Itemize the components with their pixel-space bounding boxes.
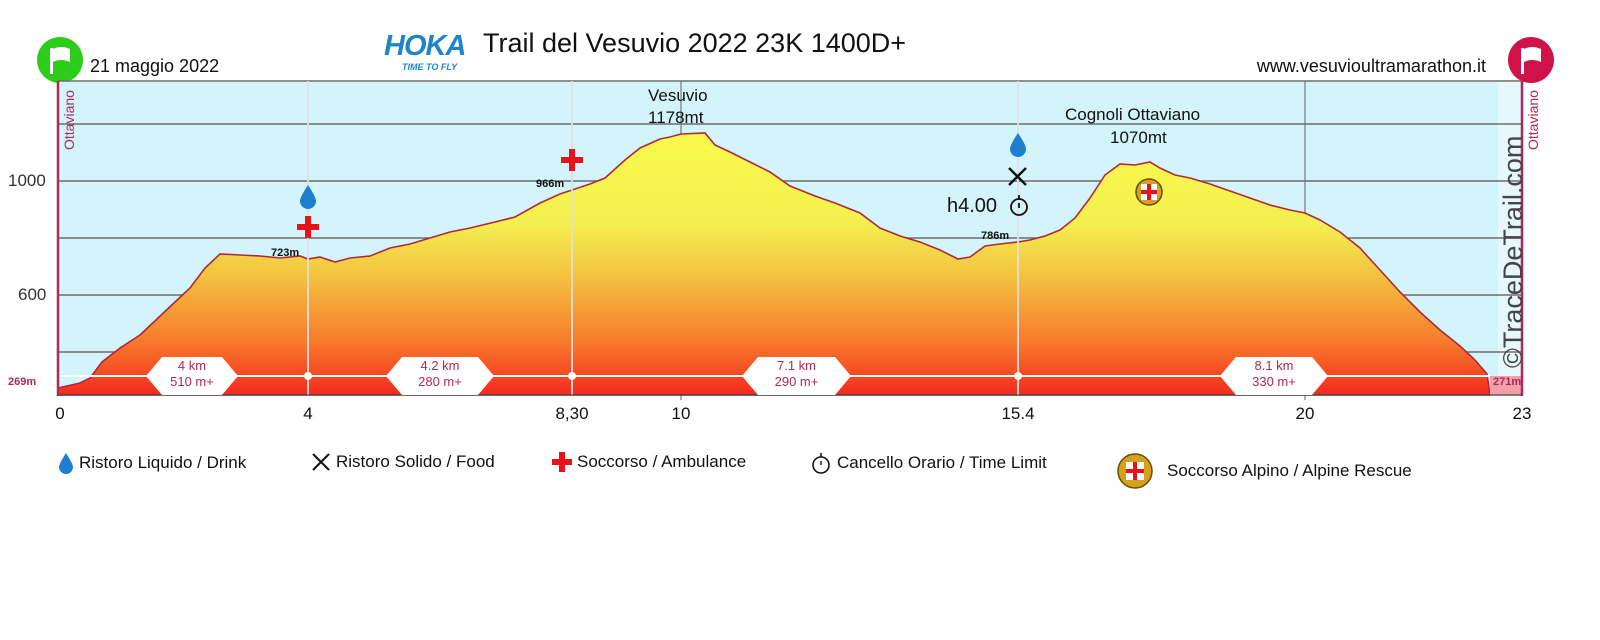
x-tick-15-4: 15.4 — [1001, 404, 1035, 423]
peak-vesuvio-alt: 1178mt — [648, 108, 704, 127]
alpine-rescue-icon — [1135, 178, 1163, 206]
peak-cognoli-name: Cognoli Ottaviano — [1065, 105, 1201, 124]
x-tick-23: 23 — [1512, 404, 1532, 423]
ambulance-icon — [297, 149, 583, 238]
alt-label-966: 966m — [536, 178, 565, 190]
alt-label-723: 723m — [271, 247, 300, 259]
time-limit-label: h4.00 — [947, 195, 998, 217]
finish-flag-icon — [1508, 37, 1554, 83]
legend: Ristoro Liquido / Drink Ristoro Solido /… — [0, 452, 1600, 489]
website-link[interactable]: www.vesuvioultramarathon.it — [1256, 56, 1486, 76]
start-flag-icon — [37, 37, 83, 83]
hoka-tagline: TIME TO FLY — [402, 62, 458, 72]
y-tick-1000: 1000 — [8, 171, 46, 190]
peak-cognoli-alt: 1070mt — [1110, 128, 1167, 147]
segment-badges — [146, 357, 1328, 395]
x-tick-4: 4 — [303, 404, 313, 423]
stopwatch-icon — [1010, 195, 1028, 216]
food-icon — [1008, 167, 1027, 186]
watermark: ©TraceDeTrail.com — [1498, 135, 1528, 368]
ambulance-icon — [552, 452, 572, 472]
alpine-rescue-icon — [1117, 453, 1153, 489]
drink-icon — [300, 133, 1026, 209]
chart-title: Trail del Vesuvio 2022 23K 1400D+ — [483, 28, 907, 58]
drink-icon — [59, 453, 73, 474]
race-date: 21 maggio 2022 — [90, 56, 220, 76]
legend-drink: Ristoro Liquido / Drink — [58, 452, 246, 474]
segment-4: 8.1 km 330 m+ — [1252, 358, 1296, 389]
segment-1: 4 km 510 m+ — [170, 358, 214, 389]
segment-3: 7.1 km 290 m+ — [774, 358, 819, 389]
hoka-logo: HOKA — [384, 30, 466, 62]
legend-food: Ristoro Solido / Food — [311, 452, 495, 472]
stopwatch-icon — [812, 453, 830, 474]
legend-alpine-rescue: Soccorso Alpino / Alpine Rescue — [1116, 452, 1412, 490]
start-altitude: 269m — [8, 376, 37, 388]
segment-2: 4.2 km 280 m+ — [418, 358, 462, 389]
alt-label-786: 786m — [981, 230, 1010, 242]
end-altitude: 271m — [1493, 376, 1522, 388]
legend-ambulance: Soccorso / Ambulance — [552, 452, 746, 472]
food-icon — [312, 453, 330, 471]
x-tick-10: 10 — [671, 404, 691, 423]
legend-time-limit: Cancello Orario / Time Limit — [810, 452, 1047, 474]
x-tick-0: 0 — [55, 404, 65, 423]
peak-vesuvio-name: Vesuvio — [648, 86, 708, 105]
elevation-profile — [57, 132, 1491, 396]
y-tick-600: 600 — [18, 285, 47, 304]
x-tick-20: 20 — [1295, 404, 1315, 423]
x-tick-8-30: 8,30 — [555, 404, 589, 423]
start-location: Ottaviano — [61, 90, 77, 150]
